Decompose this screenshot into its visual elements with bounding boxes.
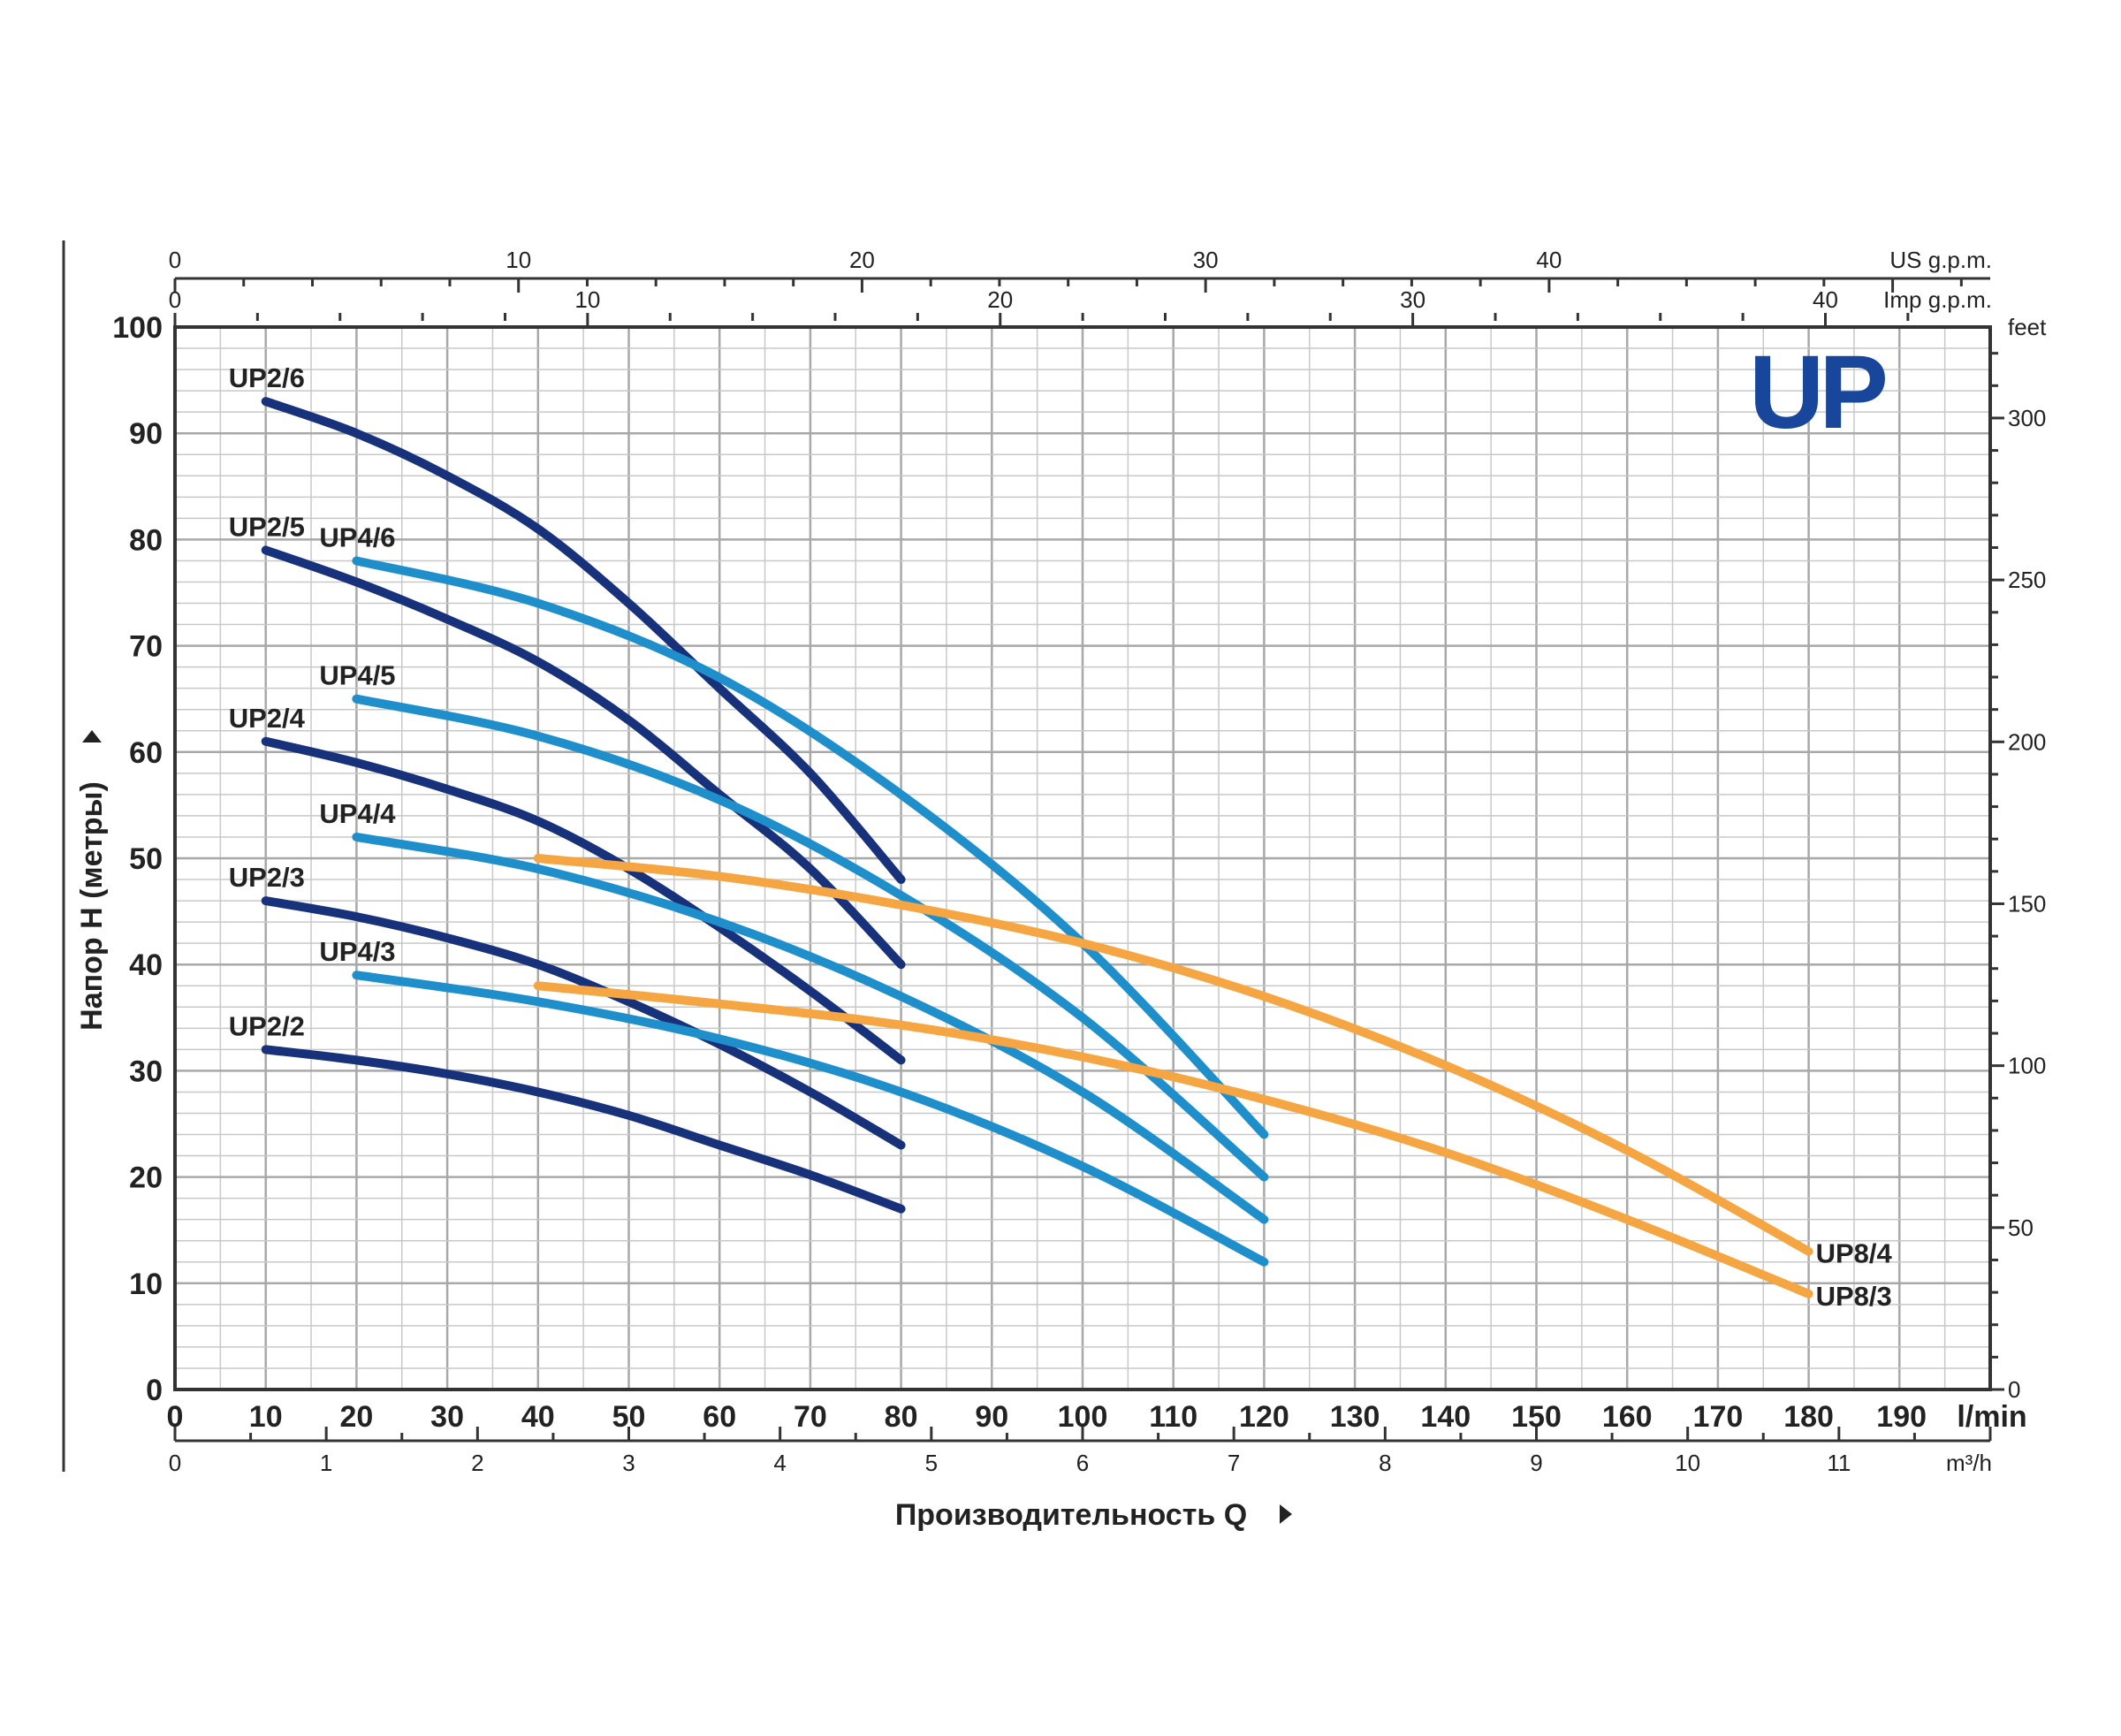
- m3h-tick-label: 6: [1076, 1450, 1089, 1476]
- series-label-up4-4: UP4/4: [319, 798, 396, 829]
- y-tick-label: 0: [146, 1374, 163, 1407]
- curve-up2-3: [261, 896, 906, 1150]
- up-logo: UP: [1749, 334, 1885, 451]
- x-tick-label: 140: [1420, 1400, 1471, 1434]
- x-tick-label: 80: [885, 1400, 918, 1434]
- plot-grid: [173, 325, 1992, 1391]
- feet-unit-label: feet: [2008, 314, 2047, 340]
- series-label-up2-4: UP2/4: [229, 703, 306, 734]
- y-tick-label: 50: [129, 842, 163, 876]
- x-tick-label: 10: [249, 1400, 283, 1434]
- y-tick-label: 80: [129, 523, 163, 557]
- series-label-up4-3: UP4/3: [319, 936, 395, 967]
- m3h-tick-label: 1: [320, 1450, 332, 1476]
- series-label-up2-2: UP2/2: [229, 1010, 305, 1041]
- m3h-tick-label: 2: [471, 1450, 483, 1476]
- y-axis-title-arrow-icon: [82, 730, 102, 742]
- feet-tick-label: 150: [2008, 890, 2046, 917]
- y-tick-label: 30: [129, 1055, 163, 1088]
- series-label-up4-5: UP4/5: [319, 660, 395, 691]
- us-gpm-tick-label: 0: [169, 247, 181, 273]
- x-tick-label: 110: [1149, 1400, 1197, 1434]
- curve-up4-3: [352, 971, 1269, 1267]
- x-tick-label: 20: [339, 1400, 373, 1434]
- y-tick-label: 90: [129, 417, 163, 451]
- us-gpm-tick-label: 10: [506, 247, 531, 273]
- imp-gpm-tick-label: 0: [169, 286, 181, 313]
- m3h-tick-label: 9: [1530, 1450, 1542, 1476]
- x-tick-label: 30: [430, 1400, 464, 1434]
- y-tick-label: 10: [129, 1268, 163, 1301]
- x-tick-label: 40: [521, 1400, 555, 1434]
- y-tick-label: 60: [129, 736, 163, 770]
- imp-gpm-tick-label: 10: [574, 286, 600, 313]
- curve-up2-5: [261, 545, 906, 970]
- series-label-up4-6: UP4/6: [319, 522, 395, 552]
- y-axis-title: Напор H (метры): [75, 781, 109, 1031]
- curve-up4-4: [352, 832, 1269, 1224]
- m3h-tick-label: 5: [925, 1450, 938, 1476]
- series-labels: UP2/6 UP2/5 UP2/4 UP2/3 UP2/2 UP4/6 UP4/5 UP4/4…: [229, 362, 1893, 1312]
- x-tick-label: 0: [167, 1400, 184, 1434]
- plot-area-border: [173, 325, 1992, 1391]
- series-label-up2-5: UP2/5: [229, 511, 305, 542]
- curve-up4-5: [352, 694, 1269, 1182]
- m3h-tick-label: 10: [1675, 1450, 1700, 1476]
- y-tick-label: 100: [112, 311, 163, 345]
- curve-up4-6: [352, 556, 1269, 1139]
- m3h-tick-label: 0: [169, 1450, 181, 1476]
- x-tick-label: 60: [703, 1400, 736, 1434]
- m3h-tick-label: 4: [773, 1450, 786, 1476]
- y-tick-label: 70: [129, 630, 163, 664]
- feet-tick-label: 50: [2008, 1214, 2034, 1241]
- y-tick-label: 40: [129, 948, 163, 982]
- x-tick-label: 130: [1330, 1400, 1380, 1434]
- x-tick-label: 170: [1693, 1400, 1744, 1434]
- imp-gpm-tick-label: 20: [987, 286, 1013, 313]
- series-label-up8-3: UP8/3: [1816, 1281, 1892, 1312]
- us-gpm-tick-label: 40: [1536, 247, 1562, 273]
- m3h-unit-label: m³/h: [1946, 1450, 1992, 1476]
- series-label-up2-6: UP2/6: [229, 362, 305, 393]
- curve-up2-4: [261, 736, 906, 1065]
- imp-gpm-unit-label: Imp g.p.m.: [1883, 286, 1992, 313]
- x-tick-label: 180: [1783, 1400, 1834, 1434]
- us-gpm-unit-label: US g.p.m.: [1889, 247, 1992, 273]
- series-label-up2-3: UP2/3: [229, 862, 305, 893]
- feet-tick-label: 100: [2008, 1053, 2046, 1079]
- curve-up2-6: [261, 397, 906, 885]
- x-tick-label: 160: [1602, 1400, 1653, 1434]
- x-tick-label: 70: [794, 1400, 827, 1434]
- curve-up8-4: [533, 854, 1813, 1256]
- m3h-tick-label: 7: [1228, 1450, 1240, 1476]
- y-tick-label: 20: [129, 1161, 163, 1195]
- x-tick-label: 190: [1876, 1400, 1927, 1434]
- x-axis-title-arrow-icon: [1280, 1504, 1292, 1524]
- imp-gpm-tick-label: 30: [1400, 286, 1425, 313]
- m3h-tick-label: 11: [1827, 1450, 1851, 1476]
- feet-tick-label: 300: [2008, 405, 2046, 431]
- us-gpm-tick-label: 30: [1193, 247, 1219, 273]
- x-unit-label: l/min: [1957, 1400, 2026, 1434]
- feet-tick-label: 200: [2008, 728, 2046, 755]
- curve-up8-3: [533, 981, 1813, 1298]
- imp-gpm-tick-label: 40: [1813, 286, 1838, 313]
- performance-curves: [261, 397, 1813, 1298]
- axis-titles: Производительность Q Напор H (метры): [75, 730, 1292, 1532]
- series-label-up8-4: UP8/4: [1816, 1238, 1893, 1269]
- m3h-tick-label: 8: [1379, 1450, 1391, 1476]
- x-tick-label: 120: [1239, 1400, 1289, 1434]
- x-axis-title: Производительность Q: [895, 1498, 1247, 1532]
- feet-tick-label: 250: [2008, 567, 2046, 593]
- curve-up2-2: [261, 1045, 906, 1214]
- brand-logo: UP: [1749, 334, 1890, 451]
- feet-tick-label: 0: [2008, 1376, 2020, 1403]
- x-tick-label: 90: [975, 1400, 1008, 1434]
- us-gpm-tick-label: 20: [849, 247, 875, 273]
- m3h-tick-label: 3: [622, 1450, 635, 1476]
